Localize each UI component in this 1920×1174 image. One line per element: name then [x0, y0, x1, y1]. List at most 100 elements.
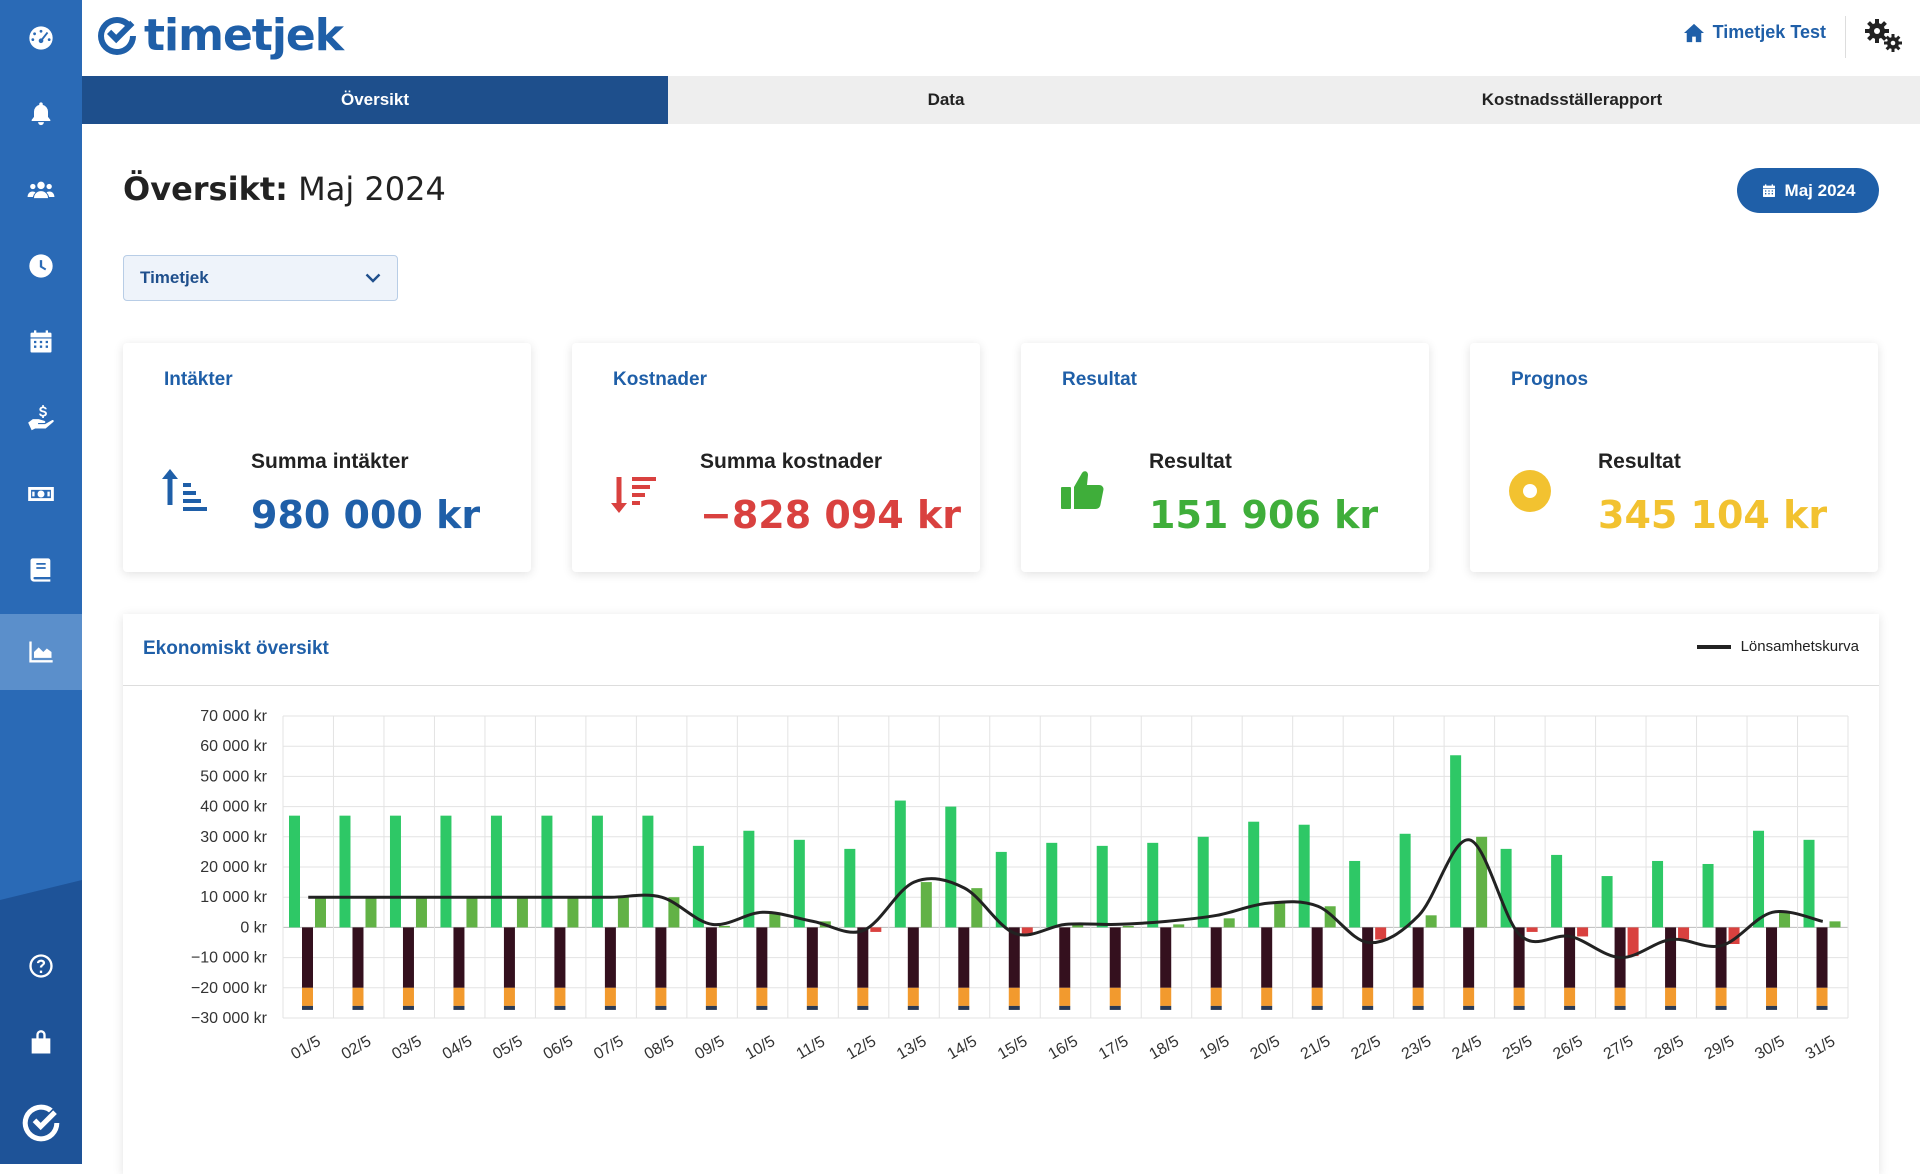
result-bar — [1324, 906, 1336, 928]
tab-kostnadsstallerapport[interactable]: Kostnadsställerapport — [1481, 90, 1663, 109]
cost-extra-bar — [604, 987, 616, 1006]
income-bar — [1349, 860, 1361, 928]
result-bar — [1122, 925, 1134, 928]
income-bar — [490, 815, 502, 928]
cost-cap-bar — [756, 1005, 768, 1010]
result-bar — [1678, 927, 1690, 940]
cost-bar — [352, 927, 364, 988]
sidebar-item-economy[interactable] — [0, 614, 82, 690]
clock-icon — [29, 254, 53, 278]
card-value: 345 104 kr — [1598, 493, 1828, 537]
x-tick-label: 08/5 — [642, 1033, 678, 1063]
company-select-value: Timetjek — [140, 268, 209, 287]
cost-bar — [907, 927, 919, 988]
result-bar — [718, 925, 730, 928]
top-bar: timetjek Timetjek Test — [82, 0, 1920, 76]
cost-cap-bar — [302, 1005, 313, 1010]
cost-extra-bar — [705, 987, 717, 1006]
result-bar — [1627, 927, 1639, 957]
cost-extra-bar — [1210, 987, 1222, 1006]
cost-bar — [958, 927, 970, 988]
home-icon — [1683, 23, 1704, 42]
company-select[interactable]: Timetjek — [123, 255, 398, 301]
card-title: Prognos — [1511, 369, 1589, 390]
result-bar — [870, 927, 882, 932]
cost-cap-bar — [1564, 1005, 1576, 1010]
cost-extra-bar — [1463, 987, 1475, 1006]
card-title: Intäkter — [164, 369, 233, 390]
x-tick-label: 21/5 — [1298, 1033, 1334, 1063]
cost-cap-bar — [1109, 1005, 1121, 1010]
tab-oversikt[interactable]: Översikt — [82, 76, 668, 124]
income-bar — [844, 848, 856, 928]
result-bar — [1072, 924, 1084, 928]
cost-bar — [1109, 927, 1121, 988]
y-tick-label: 10 000 kr — [200, 889, 267, 906]
sidebar-item-salary[interactable] — [0, 380, 82, 456]
sidebar-item-costs[interactable] — [0, 456, 82, 532]
y-tick-label: 70 000 kr — [200, 708, 267, 725]
sidebar-item-calendar[interactable] — [0, 304, 82, 380]
cost-bar — [1412, 927, 1424, 988]
account-link[interactable]: Timetjek Test — [1683, 22, 1826, 43]
card-label: Resultat — [1598, 450, 1681, 473]
sidebar-item-timetjek[interactable] — [0, 1085, 82, 1161]
income-bar — [1096, 845, 1108, 928]
result-bar — [365, 897, 377, 928]
app-logo[interactable]: timetjek — [96, 10, 344, 61]
cost-extra-bar — [1665, 987, 1677, 1006]
chart-divider — [123, 685, 1879, 686]
x-tick-label: 07/5 — [591, 1033, 627, 1063]
x-tick-label: 05/5 — [490, 1033, 526, 1063]
sidebar-item-reports[interactable] — [0, 532, 82, 608]
sidebar-item-lock[interactable] — [0, 1005, 82, 1081]
sidebar-item-dashboard[interactable] — [0, 0, 82, 76]
cost-cap-bar — [1261, 1005, 1273, 1010]
cost-extra-bar — [1816, 987, 1828, 1006]
x-tick-label: 28/5 — [1651, 1033, 1687, 1063]
income-bar — [995, 851, 1007, 928]
x-tick-label: 10/5 — [743, 1033, 779, 1063]
cost-bar — [1665, 927, 1677, 988]
result-bar — [1375, 927, 1387, 940]
settings-button[interactable] — [1862, 16, 1906, 56]
result-bar — [1173, 924, 1185, 928]
card-label: Summa kostnader — [700, 450, 883, 473]
cost-extra-bar — [1513, 987, 1525, 1006]
page-title: Översikt: Maj 2024 — [123, 170, 446, 208]
header-divider — [1845, 16, 1846, 58]
sort-amount-up-icon — [162, 469, 207, 511]
cost-extra-bar — [1261, 987, 1273, 1006]
sidebar-item-help[interactable] — [0, 928, 82, 1004]
cost-cap-bar — [1210, 1005, 1222, 1010]
income-bar — [1601, 876, 1613, 928]
page-title-period: Maj 2024 — [298, 170, 446, 208]
cost-cap-bar — [1160, 1005, 1172, 1010]
sidebar-item-notifications[interactable] — [0, 76, 82, 152]
result-bar — [668, 897, 680, 928]
result-bar — [769, 913, 781, 928]
chart-legend[interactable]: Lönsamhetskurva — [1696, 638, 1859, 655]
cost-extra-bar — [1160, 987, 1172, 1006]
users-icon — [27, 181, 55, 199]
tab-data[interactable]: Data — [927, 90, 965, 109]
cost-cap-bar — [1665, 1005, 1677, 1010]
cost-cap-bar — [352, 1005, 364, 1010]
y-tick-label: −10 000 kr — [191, 950, 268, 967]
salary-hand-icon — [28, 405, 54, 431]
result-bar — [315, 897, 326, 928]
cost-cap-bar — [1463, 1005, 1475, 1010]
economy-chart: 70 000 kr 60 000 kr 50 000 kr 40 000 kr 30 0… — [191, 708, 1849, 1063]
cost-cap-bar — [1513, 1005, 1525, 1010]
sidebar-item-time[interactable] — [0, 228, 82, 304]
sort-amount-down-icon — [611, 477, 656, 513]
period-picker-button[interactable]: Maj 2024 — [1737, 168, 1879, 213]
income-bar — [793, 839, 805, 928]
result-bar — [567, 897, 579, 928]
cost-extra-bar — [1109, 987, 1121, 1006]
cost-extra-bar — [655, 987, 667, 1006]
cost-bar — [857, 927, 869, 988]
sidebar-item-users[interactable] — [0, 152, 82, 228]
x-tick-label: 24/5 — [1449, 1033, 1485, 1063]
result-bar — [1779, 912, 1791, 928]
